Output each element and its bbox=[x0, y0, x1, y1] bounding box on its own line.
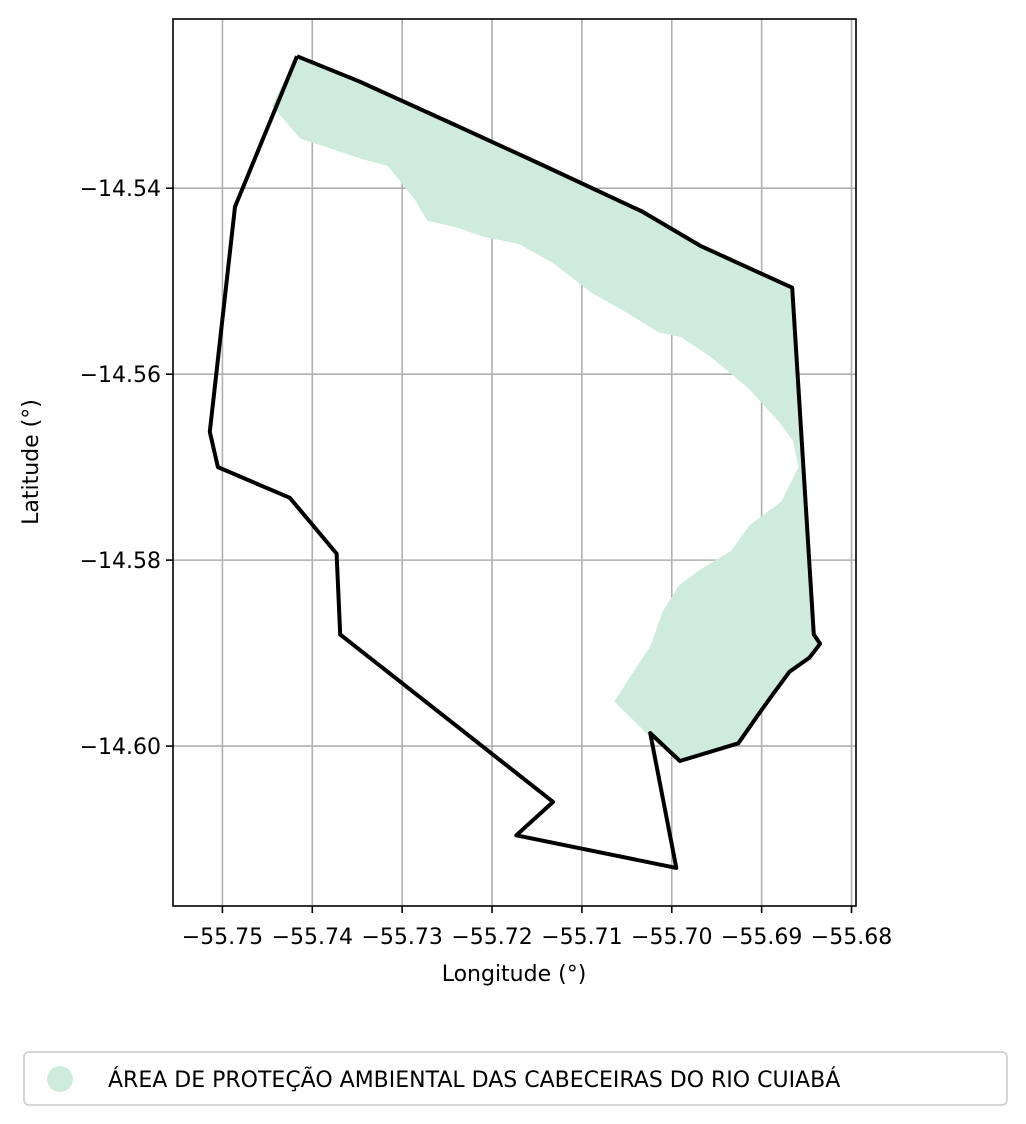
x-tick-label: −55.70 bbox=[631, 925, 712, 950]
legend: ÁREA DE PROTEÇÃO AMBIENTAL DAS CABECEIRA… bbox=[23, 1051, 1008, 1106]
y-tick-label: −14.58 bbox=[80, 549, 161, 574]
x-tick-label: −55.73 bbox=[361, 925, 442, 950]
y-axis-ticks: −14.54 −14.56 −14.58 −14.60 bbox=[80, 177, 173, 760]
legend-swatch-marker bbox=[47, 1066, 73, 1092]
legend-box bbox=[23, 1051, 1008, 1106]
x-tick-label: −55.75 bbox=[182, 925, 263, 950]
x-tick-label: −55.68 bbox=[811, 925, 892, 950]
y-tick-label: −14.56 bbox=[80, 363, 161, 388]
protected-area-layer bbox=[271, 56, 821, 761]
y-axis-label: Latitude (°) bbox=[19, 399, 44, 525]
protected-area-polygon bbox=[271, 56, 821, 761]
x-tick-label: −55.69 bbox=[721, 925, 802, 950]
x-axis-label: Longitude (°) bbox=[442, 962, 587, 987]
y-tick-label: −14.54 bbox=[80, 177, 161, 202]
x-tick-label: −55.72 bbox=[451, 925, 532, 950]
boundary-outline bbox=[207, 54, 823, 870]
plot-frame bbox=[172, 18, 857, 907]
boundary-layer bbox=[207, 54, 823, 870]
legend-item-label: ÁREA DE PROTEÇÃO AMBIENTAL DAS CABECEIRA… bbox=[108, 1066, 840, 1093]
x-tick-label: −55.71 bbox=[541, 925, 622, 950]
x-tick-label: −55.74 bbox=[272, 925, 353, 950]
y-tick-label: −14.60 bbox=[80, 735, 161, 760]
x-axis-ticks: −55.75 −55.74 −55.73 −55.72 −55.71 −55.70 −55.… bbox=[182, 906, 892, 950]
